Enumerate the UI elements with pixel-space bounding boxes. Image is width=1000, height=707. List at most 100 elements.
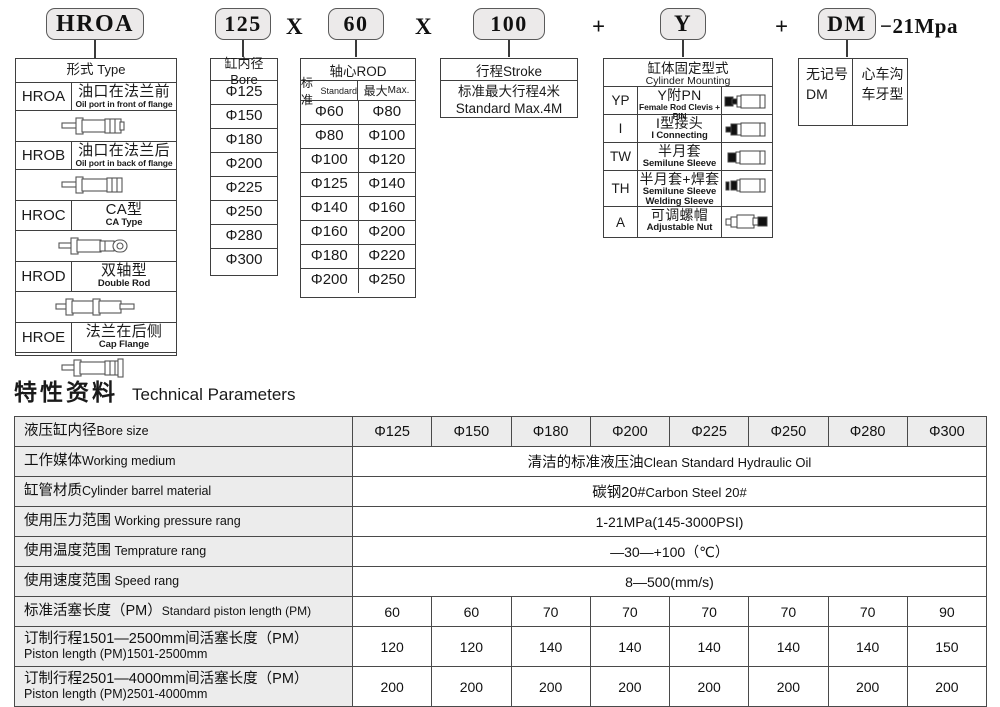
stroke-line1: 标准最大行程4米 [457, 84, 560, 99]
tp-bore-header-en: Bore size [96, 424, 149, 439]
type-table-header: 形式 Type [16, 59, 176, 83]
tp-bore-col: Φ200 [589, 416, 671, 447]
tp-bore-header-label: 液压缸内径Bore size [14, 416, 353, 447]
bore-row: Φ225 [211, 177, 277, 201]
tp-label-en: Piston length (PM)2501-4000mm [24, 686, 208, 701]
tp-row-barrel-material: 缸管材质Cylinder barrel material 碳钢20#Carbon… [14, 476, 987, 507]
tp-cell-value: 60 [351, 596, 433, 627]
tp-cell-value: 200 [510, 666, 591, 707]
mounting-en-tw: Semilune Sleeve [642, 157, 717, 169]
rod-row: Φ140 Φ160 [301, 197, 415, 221]
model-code-separator-3: + [592, 14, 606, 39]
tp-bore-header-cn: 液压缸内径 [24, 423, 97, 440]
tp-row-merged-value: 1-21MPa(145-3000PSI) [352, 506, 987, 537]
dm-left-line1: 无记号 [806, 66, 848, 82]
cylinder-front-port-icon [16, 111, 176, 141]
rod-standard-value: Φ125 [301, 173, 359, 196]
bore-row: Φ250 [211, 201, 277, 225]
type-en-hroe: Cap Flange [98, 338, 150, 350]
mounting-row-i: I I型接头 I Connecting [604, 115, 772, 143]
mounting-table: 缸体固定型式 Cylinder Mounting YP Y附PN Female … [603, 58, 773, 238]
cylinder-ca-type-icon [16, 231, 176, 261]
model-code-segment-mounting: Y [660, 8, 706, 40]
mounting-code-yp: YP [604, 87, 638, 114]
tp-bore-col: Φ300 [906, 416, 988, 447]
tp-cell-value: 200 [431, 666, 512, 707]
dm-right-line2: 车牙型 [861, 86, 904, 103]
rod-max-value: Φ100 [368, 127, 406, 144]
tp-header-row: 液压缸内径Bore size Φ125 Φ150 Φ180 Φ200 Φ225 … [14, 416, 988, 447]
mounting-table-header: 缸体固定型式 Cylinder Mounting [604, 59, 772, 87]
tp-label-en: Working pressure rang [111, 514, 241, 529]
mounting-row-yp: YP Y附PN Female Rod Clevis + PIN [604, 87, 772, 120]
technical-parameters-title: 特性资料 Technical Parameters [14, 373, 295, 407]
type-cn-hrod: 双轴型 [101, 262, 147, 279]
tp-cell-value: 140 [510, 626, 591, 667]
model-code-segment-type: HROA [46, 8, 144, 40]
cylinder-double-rod-icon [16, 292, 176, 322]
tp-label-en: Working medium [82, 454, 176, 469]
tp-row-piston-length-1501-2500: 订制行程1501—2500mm间活塞长度（PM） Piston length (… [14, 626, 988, 667]
type-header-en: Type [97, 62, 126, 78]
tp-row-label: 标准活塞长度（PM）Standard piston length (PM) [14, 596, 353, 627]
bore-row: Φ300 [211, 249, 277, 273]
rod-row: Φ200 Φ250 [301, 269, 415, 293]
type-en-hroc: CA Type [105, 216, 143, 228]
tp-cell-value: 70 [827, 596, 908, 627]
tp-label-cn: 订制行程1501—2500mm间活塞长度（PM） [24, 630, 309, 647]
rod-max-value: Φ200 [368, 223, 406, 240]
rod-standard-value: Φ100 [301, 149, 359, 172]
tp-cell-value: 140 [748, 626, 829, 667]
bore-value: Φ300 [225, 251, 263, 268]
rod-max-value: Φ160 [368, 199, 406, 216]
cylinder-cap-flange-icon [16, 353, 176, 383]
rod-sub-standard-cn: 标准 [301, 75, 314, 107]
type-row-hrod: HROD 双轴型 Double Rod [16, 262, 176, 292]
tp-row-standard-piston-length: 标准活塞长度（PM）Standard piston length (PM) 60… [14, 596, 988, 627]
tp-title-en: Technical Parameters [132, 385, 296, 404]
type-code-hrod: HROD [16, 262, 72, 291]
mounting-header-cn: 缸体固定型式 [647, 61, 729, 76]
type-icon-row-hrod [16, 292, 176, 323]
rod-max-value: Φ120 [368, 151, 406, 168]
bore-header-label: 缸内径Bore [224, 55, 264, 87]
tp-cell-value: 140 [589, 626, 671, 667]
tp-cell-value: 200 [827, 666, 908, 707]
bore-row: Φ280 [211, 225, 277, 249]
rod-sub-max-cn: 最大 [363, 84, 388, 98]
type-icon-row-hroa [16, 111, 176, 142]
tp-row-label: 工作媒体Working medium [14, 446, 353, 477]
bore-value: Φ150 [225, 107, 263, 124]
bore-row: Φ200 [211, 153, 277, 177]
type-code-hroe: HROE [16, 323, 72, 352]
model-code-separator-1: X [286, 14, 303, 39]
tp-bore-col: Φ280 [827, 416, 908, 447]
stroke-header-label: 行程Stroke [475, 63, 543, 79]
rod-sub-max-en: Max. [387, 85, 410, 96]
rod-table: 轴心ROD 标准 Standard 最大 Max. Φ60 Φ80 Φ80 Φ100 Φ… [300, 58, 416, 298]
mounting-row-th: TH 半月套+焊套 Semilune Sleeve Welding Sleeve [604, 171, 772, 207]
tp-cell-value: 60 [431, 596, 512, 627]
tp-label-cn: 订制行程2501—4000mm间活塞长度（PM） [24, 670, 309, 687]
type-cn-hroc: CA型 [105, 201, 143, 218]
type-cn-hroa: 油口在法兰前 [78, 83, 170, 100]
type-header-cn: 形式 [66, 62, 94, 78]
model-code-segment-dm: DM [818, 8, 876, 40]
tp-row-label: 使用速度范围 Speed rang [14, 566, 353, 597]
rod-max-value: Φ220 [368, 247, 406, 264]
bore-value: Φ225 [225, 179, 263, 196]
tp-row-merged-value: 清洁的标准液压油Clean Standard Hydraulic Oil [352, 446, 987, 477]
mounting-row-a: A 可调螺帽 Adjustable Nut [604, 207, 772, 238]
tp-cell-value: 200 [668, 666, 750, 707]
tp-cell-value: 120 [351, 626, 433, 667]
bore-value: Φ250 [225, 203, 263, 220]
tp-row-label: 订制行程1501—2500mm间活塞长度（PM） Piston length (… [14, 626, 353, 667]
model-code-segment-rod: 60 [328, 8, 384, 40]
mounting-en-th: Semilune Sleeve [642, 185, 717, 197]
type-cn-hrob: 油口在法兰后 [78, 142, 170, 159]
tp-row-merged-value: 8—500(mm/s) [352, 566, 987, 597]
dm-row: 无记号 DM 心车沟 车牙型 [799, 59, 907, 125]
bore-value: Φ180 [225, 131, 263, 148]
tp-bore-col: Φ180 [510, 416, 591, 447]
